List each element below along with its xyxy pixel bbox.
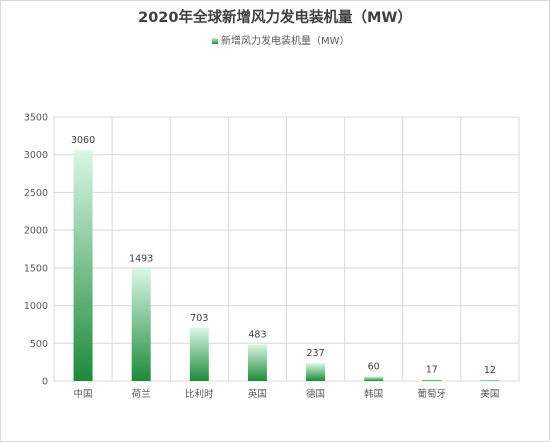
bar-0 [73, 150, 93, 381]
data-label-2: 703 [190, 313, 208, 324]
data-label-3: 483 [248, 330, 266, 341]
y-tick-label: 2500 [24, 188, 48, 199]
x-tick-label-5: 韩国 [364, 388, 383, 400]
y-tick-label: 0 [42, 377, 48, 388]
x-tick-label-1: 荷兰 [132, 388, 151, 400]
x-tick-label-0: 中国 [74, 388, 93, 400]
bar-7 [480, 380, 500, 381]
data-label-6: 17 [426, 365, 438, 376]
bar-2 [189, 327, 209, 381]
bars [73, 150, 500, 381]
x-tick-label-6: 葡萄牙 [418, 388, 447, 400]
legend-label: 新增风力发电装机量（MW） [221, 34, 350, 47]
x-tick-label-7: 美国 [480, 388, 499, 400]
y-tick-label: 2000 [24, 226, 48, 237]
x-axis: 中国 荷兰 比利时 英国 德国 韩国 葡萄牙 美国 [74, 388, 500, 400]
bar-3 [247, 344, 267, 381]
chart-title: 2020年全球新增风力发电装机量（MW） [138, 8, 412, 26]
grid [53, 116, 520, 382]
bar-5 [364, 376, 384, 381]
y-tick-label: 500 [30, 339, 48, 350]
data-label-7: 12 [484, 365, 496, 376]
data-label-1: 1493 [129, 253, 153, 264]
x-tick-label-3: 英国 [248, 388, 267, 400]
bar-4 [306, 363, 326, 381]
data-label-4: 237 [306, 348, 324, 359]
x-tick-label-2: 比利时 [185, 388, 214, 400]
data-label-0: 3060 [71, 135, 95, 146]
y-tick-label: 3500 [24, 113, 48, 124]
data-labels: 3060 1493 703 483 237 60 17 12 [71, 135, 496, 376]
y-tick-label: 1500 [24, 263, 48, 274]
legend-swatch [212, 38, 218, 44]
y-tick-label: 3000 [24, 150, 48, 161]
y-axis: 0 500 1000 1500 2000 2500 3000 3500 [24, 113, 48, 388]
bar-1 [131, 268, 151, 381]
bar-6 [422, 379, 442, 381]
x-tick-label-4: 德国 [306, 388, 325, 400]
legend: 新增风力发电装机量（MW） [212, 34, 350, 47]
y-tick-label: 1000 [24, 301, 48, 312]
data-label-5: 60 [368, 361, 380, 372]
